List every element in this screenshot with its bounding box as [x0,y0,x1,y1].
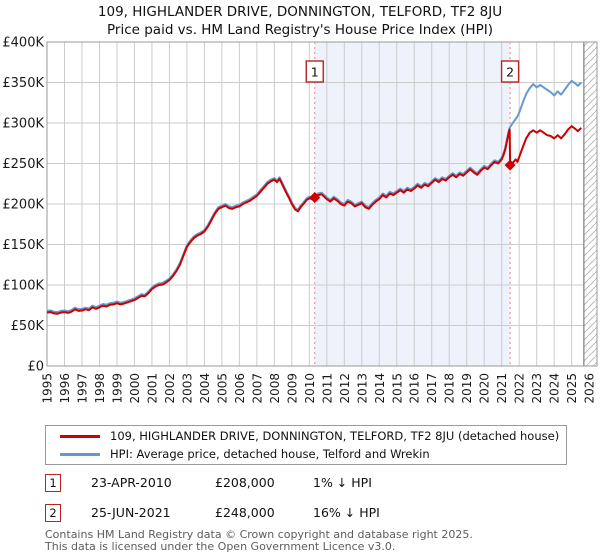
x-axis-tick-label: 2004 [198,373,212,404]
x-axis-tick-label: 2026 [583,373,597,404]
copyright-line-1: Contains HM Land Registry data © Crown c… [45,528,473,541]
x-axis-tick-label: 1996 [58,373,72,404]
x-axis-tick-label: 2015 [390,373,404,404]
x-axis-tick-label: 2003 [180,373,194,404]
future-region-hatch [583,42,597,366]
x-axis-tick-label: 1995 [41,373,55,404]
x-axis-tick-label: 2022 [513,373,527,404]
x-axis-tick-label: 2016 [408,373,422,404]
x-axis-tick-label: 2021 [495,373,509,404]
sale-row-2: 2 25-JUN-2021 £248,000 16% ↓ HPI [45,504,565,524]
sale-1-price: £208,000 [215,475,275,490]
sale-2-hpi-delta: 16% ↓ HPI [313,505,380,520]
x-axis-tick-label: 2001 [145,373,159,404]
x-axis-tick-label: 1997 [75,373,89,404]
x-axis-tick-label: 2002 [163,373,177,404]
x-axis-tick-label: 2009 [285,373,299,404]
property-price-line [46,125,582,315]
x-axis-tick-label: 2010 [303,373,317,404]
y-axis-tick-label: £250K [2,157,44,172]
x-axis-tick-label: 2025 [565,373,579,404]
sale-1-flag-box [305,60,324,83]
y-axis-tick-label: £50K [11,319,45,334]
y-axis-tick-label: £100K [2,279,44,294]
x-axis-tick-label: 2017 [425,373,439,404]
sale-1-marker [309,192,321,204]
x-axis-tick-label: 2013 [355,373,369,404]
page-subtitle: Price paid vs. HM Land Registry's House … [107,22,493,38]
chart-legend: 109, HIGHLANDER DRIVE, DONNINGTON, TELFO… [45,425,567,465]
sale-row-1: 1 23-APR-2010 £208,000 1% ↓ HPI [45,474,565,494]
sale-2-date: 25-JUN-2021 [91,505,171,520]
x-axis-tick-label: 2007 [250,373,264,404]
x-axis-tick-label: 2020 [478,373,492,404]
y-axis-tick-label: £200K [2,198,44,213]
y-axis-tick-label: £300K [2,117,44,132]
x-axis-tick-label: 2008 [268,373,282,404]
plot-border [46,41,598,367]
price-history-chart: 1 2 £0 £50K £100K £150K £200K £250K £300K £350K £4… [2,36,598,404]
copyright-line-2: This data is licensed under the Open Gov… [45,540,396,553]
y-axis-tick-label: £400K [2,36,44,51]
x-axis-tick-label: 2012 [338,373,352,404]
legend-item-hpi: HPI: Average price, detached house, Telf… [46,447,566,462]
sale-2-marker [504,159,516,171]
property-line-swatch [60,434,100,438]
sale-1-number-badge: 1 [45,474,61,492]
x-axis-tick-label: 2018 [443,373,457,404]
sale-2-price: £248,000 [215,505,275,520]
sale-2-number-badge: 2 [45,504,61,522]
y-axis-tick-label: £350K [2,76,44,91]
legend-label-property: 109, HIGHLANDER DRIVE, DONNINGTON, TELFO… [110,429,560,443]
legend-label-hpi: HPI: Average price, detached house, Telf… [110,447,430,461]
x-axis-tick-label: 2024 [548,373,562,404]
x-axis-tick-label: 2005 [215,373,229,404]
x-axis-tick-label: 2000 [128,373,142,404]
x-axis-tick-label: 2011 [320,373,334,404]
x-axis-tick-label: 2014 [373,373,387,404]
sale-1-flag-number: 1 [311,65,319,80]
sale-2-flag-number: 2 [506,65,514,80]
sale-2-flag-box [500,60,520,83]
sale-1-date: 23-APR-2010 [91,475,172,490]
sale-1-hpi-delta: 1% ↓ HPI [313,475,372,490]
hpi-line-swatch [60,452,100,456]
page-title: 109, HIGHLANDER DRIVE, DONNINGTON, TELFO… [97,4,503,20]
x-axis-tick-label: 2006 [233,373,247,404]
x-axis-tick-label: 2023 [530,373,544,404]
x-axis-tick-label: 1998 [93,373,107,404]
x-axis-tick-label: 2019 [460,373,474,404]
y-axis-tick-label: £0 [27,360,44,375]
x-axis-tick-label: 1999 [110,373,124,404]
legend-item-property: 109, HIGHLANDER DRIVE, DONNINGTON, TELFO… [46,429,566,444]
y-axis-tick-label: £150K [2,238,44,253]
